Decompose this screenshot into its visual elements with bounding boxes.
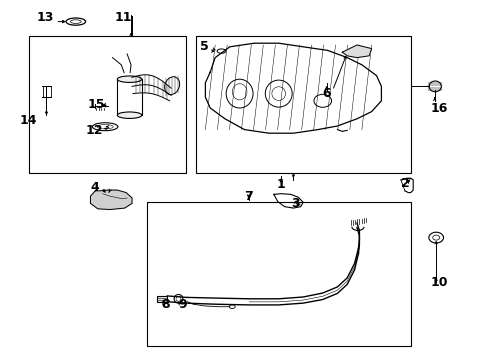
Ellipse shape [117, 76, 142, 82]
Text: 15: 15 [88, 98, 105, 111]
Text: 16: 16 [429, 102, 447, 114]
Text: 10: 10 [429, 276, 447, 289]
Text: 6: 6 [322, 87, 331, 100]
Bar [117, 79, 142, 115]
Text: 5: 5 [200, 40, 209, 53]
Text: 12: 12 [85, 124, 103, 137]
Text: 3: 3 [290, 197, 299, 210]
Text: 7: 7 [244, 190, 253, 203]
Text: 1: 1 [276, 178, 285, 191]
Bar [157, 296, 167, 302]
Text: 2: 2 [400, 177, 409, 190]
Bar [42, 86, 51, 97]
Text: 9: 9 [178, 298, 187, 311]
Text: 13: 13 [37, 11, 54, 24]
Ellipse shape [117, 112, 142, 118]
Text: 8: 8 [161, 298, 170, 311]
Polygon shape [342, 45, 371, 58]
Bar [195, 36, 410, 173]
Bar [146, 202, 410, 346]
Text: 4: 4 [90, 181, 99, 194]
Bar [29, 36, 185, 173]
Text: 14: 14 [20, 114, 37, 127]
Polygon shape [90, 190, 132, 210]
Text: 11: 11 [115, 11, 132, 24]
